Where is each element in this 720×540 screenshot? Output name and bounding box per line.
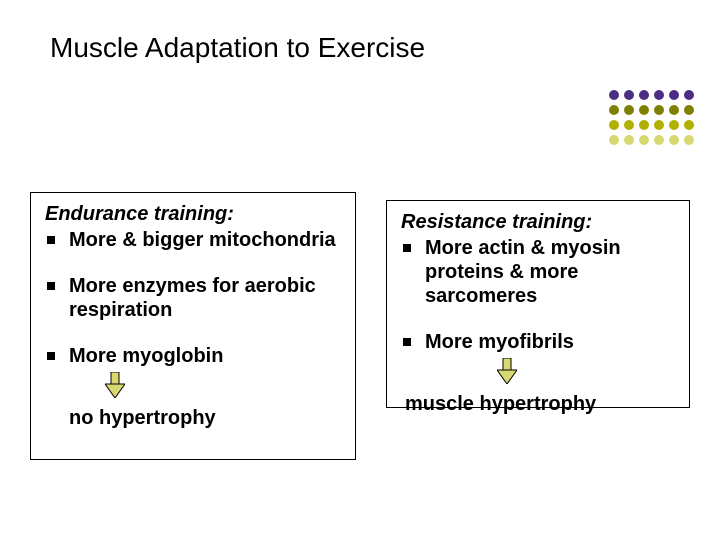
decorative-dot [639,105,649,115]
bullet-icon [47,282,55,290]
resistance-heading: Resistance training: [401,211,675,234]
decorative-dot [624,135,634,145]
decorative-dot [609,135,619,145]
resistance-result: muscle hypertrophy [405,393,675,416]
resistance-box: Resistance training: More actin & myosin… [386,200,690,408]
endurance-result: no hypertrophy [69,407,341,430]
decorative-dot [639,135,649,145]
decorative-dot [684,105,694,115]
bullet-icon [403,338,411,346]
slide-title: Muscle Adaptation to Exercise [50,32,425,64]
decorative-dot [609,120,619,130]
decorative-dot [669,105,679,115]
decorative-dot [624,105,634,115]
decorative-dot [669,135,679,145]
decorative-dot [654,120,664,130]
decorative-dot [624,90,634,100]
bullet-text: More actin & myosin proteins & more sarc… [425,236,675,308]
bullet-text: More & bigger mitochondria [69,228,336,252]
bullet-icon [47,352,55,360]
bullet-icon [47,236,55,244]
endurance-heading: Endurance training: [45,203,341,226]
decorative-dot [684,135,694,145]
bullet-text: More myoglobin [69,344,223,368]
decorative-dot [684,120,694,130]
endurance-box: Endurance training: More & bigger mitoch… [30,192,356,460]
decorative-dot [609,90,619,100]
list-item: More myofibrils [401,330,675,354]
decorative-dot [654,90,664,100]
bullet-icon [403,244,411,252]
decorative-dot [639,90,649,100]
decorative-dot [654,135,664,145]
decorative-dot [609,105,619,115]
decorative-dot [684,90,694,100]
bullet-text: More enzymes for aerobic respiration [69,274,341,322]
list-item: More & bigger mitochondria [45,228,341,252]
down-arrow-icon [497,358,675,389]
list-item: More actin & myosin proteins & more sarc… [401,236,675,308]
bullet-text: More myofibrils [425,330,574,354]
decorative-dot [669,120,679,130]
decorative-dot [669,90,679,100]
decorative-dot [654,105,664,115]
decorative-dot [639,120,649,130]
decorative-dot-grid [609,90,696,147]
down-arrow-icon [105,372,341,403]
decorative-dot [624,120,634,130]
list-item: More enzymes for aerobic respiration [45,274,341,322]
list-item: More myoglobin [45,344,341,368]
